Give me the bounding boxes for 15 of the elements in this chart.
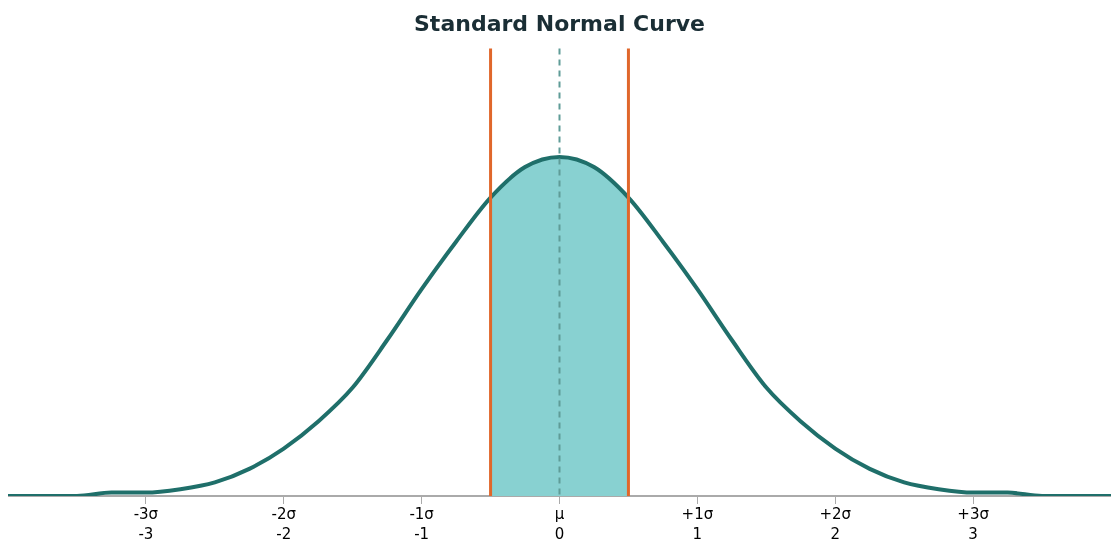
x2-tick-label: +3σ	[957, 504, 990, 523]
chart-title: Standard Normal Curve	[414, 10, 705, 36]
x-tick-label: 2	[830, 524, 841, 543]
x-tick-label: 1	[692, 524, 703, 543]
x-tick-label: -3	[138, 524, 154, 543]
x2-tick-label: -1σ	[409, 504, 435, 523]
x-tick-label: 0	[554, 524, 565, 543]
x-tick-label: -1	[414, 524, 430, 543]
x-tick-label: 3	[968, 524, 978, 543]
x2-tick-label: +1σ	[681, 504, 714, 523]
x2-tick-label: μ	[554, 504, 565, 523]
x-tick-label: -2	[276, 524, 292, 543]
x2-tick-label: +2σ	[819, 504, 852, 523]
x2-tick-label: -3σ	[133, 504, 159, 523]
x2-tick-label: -2σ	[271, 504, 297, 523]
